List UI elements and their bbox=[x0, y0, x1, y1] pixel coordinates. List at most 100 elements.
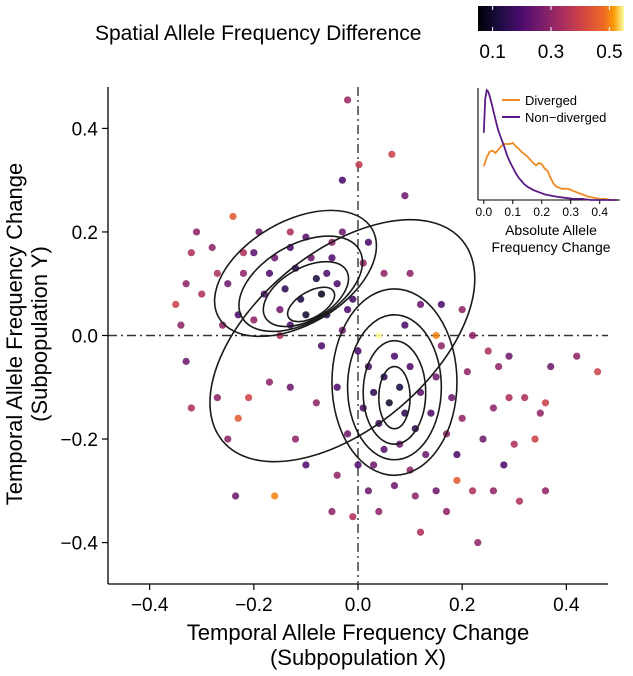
y-axis-title-line1: Temporal Allele Frequency Change bbox=[2, 163, 27, 505]
scatter-point bbox=[333, 280, 341, 288]
scatter-point bbox=[510, 440, 518, 448]
scatter-point bbox=[302, 311, 310, 319]
scatter-point bbox=[187, 249, 195, 257]
density-contour bbox=[286, 286, 336, 323]
scatter-point bbox=[239, 269, 248, 277]
scatter-point bbox=[349, 295, 357, 303]
scatter-point bbox=[453, 476, 461, 485]
scatter-point bbox=[192, 228, 201, 236]
scatter-point bbox=[370, 461, 378, 469]
scatter-point bbox=[437, 342, 445, 350]
scatter-point bbox=[495, 362, 503, 371]
scatter-point bbox=[370, 388, 378, 397]
scatter-point bbox=[224, 435, 232, 443]
scatter-point bbox=[505, 394, 513, 402]
scatter-point bbox=[234, 414, 242, 422]
scatter-point bbox=[442, 507, 451, 516]
scatter-point bbox=[401, 321, 409, 329]
scatter-point bbox=[364, 238, 373, 246]
inset-x-title-line1: Absolute Allele bbox=[505, 222, 597, 238]
scatter-point bbox=[276, 306, 284, 314]
scatter-point bbox=[239, 249, 248, 257]
scatter-point bbox=[390, 352, 399, 360]
scatter-point bbox=[343, 96, 352, 104]
density-contour bbox=[362, 339, 427, 446]
scatter-point bbox=[286, 383, 294, 391]
scatter-point bbox=[271, 492, 279, 500]
scatter-point bbox=[302, 461, 310, 469]
scatter-point bbox=[323, 269, 331, 277]
scatter-point bbox=[422, 450, 430, 459]
y-tick-label: 0.4 bbox=[72, 119, 99, 140]
scatter-point bbox=[312, 399, 320, 407]
scatter-panel: −0.4 −0.2 0.0 0.2 0.4 −0.4 −0.2 0.0 0.2 0.4 bbox=[60, 87, 608, 616]
inset-x-tick-label: 0.0 bbox=[475, 205, 492, 219]
colorbar-tick-label: 0.3 bbox=[538, 42, 564, 63]
scatter-point bbox=[224, 280, 232, 288]
scatter-point bbox=[437, 300, 445, 309]
scatter-point bbox=[333, 383, 341, 391]
scatter-point bbox=[232, 492, 240, 500]
scatter-point bbox=[479, 435, 487, 443]
x-tick-label: −0.4 bbox=[131, 595, 169, 616]
scatter-point bbox=[265, 378, 274, 386]
scatter-point bbox=[172, 300, 180, 309]
scatter-point bbox=[354, 461, 362, 469]
scatter-point bbox=[500, 461, 508, 469]
scatter-point bbox=[245, 394, 253, 402]
scatter-point bbox=[536, 409, 544, 417]
density-contour bbox=[238, 235, 364, 333]
inset-line-diverged bbox=[482, 141, 618, 201]
scatter-point bbox=[338, 228, 346, 236]
scatter-point bbox=[355, 161, 363, 169]
scatter-point bbox=[531, 435, 539, 443]
scatter-point bbox=[463, 368, 471, 376]
scatter-point bbox=[354, 347, 362, 355]
scatter-point bbox=[349, 513, 357, 521]
scatter-point bbox=[333, 471, 341, 479]
y-tick-label: 0.0 bbox=[72, 327, 98, 348]
inset-x-tick-label: 0.4 bbox=[591, 205, 608, 219]
scatter-point bbox=[250, 316, 258, 324]
scatter-point bbox=[286, 228, 294, 236]
scatter-point bbox=[489, 487, 498, 495]
x-tick-label: −0.2 bbox=[235, 595, 273, 616]
scatter-point bbox=[489, 404, 498, 412]
scatter-point bbox=[328, 254, 336, 262]
scatter-point bbox=[396, 383, 404, 391]
scatter-point bbox=[317, 290, 326, 298]
inset-line-non-diverged bbox=[482, 88, 618, 201]
scatter-point bbox=[380, 269, 388, 277]
scatter-point bbox=[432, 487, 440, 495]
scatter-point bbox=[453, 450, 461, 459]
scatter-point bbox=[213, 269, 221, 277]
scatter-point bbox=[547, 362, 555, 371]
scatter-point bbox=[593, 368, 602, 376]
scatter-point bbox=[388, 150, 396, 158]
inset-x-title-line2: Frequency Change bbox=[491, 239, 610, 255]
scatter-point bbox=[385, 399, 393, 407]
scatter-point bbox=[364, 487, 373, 495]
scatter-point bbox=[390, 482, 399, 490]
scatter-point bbox=[416, 528, 425, 536]
scatter-point bbox=[541, 487, 550, 495]
scatter-point bbox=[521, 394, 529, 402]
scatter-point bbox=[573, 352, 581, 360]
scatter-point bbox=[375, 331, 383, 340]
scatter-point bbox=[187, 404, 195, 412]
scatter-point bbox=[286, 321, 294, 329]
scatter-point bbox=[515, 497, 524, 505]
scatter-point bbox=[343, 306, 352, 314]
x-axis-title-line1: Temporal Allele Frequency Change bbox=[187, 620, 529, 645]
scatter-point bbox=[338, 176, 346, 184]
x-axis-title-line2: (Subpopulation X) bbox=[270, 645, 446, 670]
scatter-point bbox=[328, 507, 336, 516]
colorbar-tick-label: 0.5 bbox=[596, 42, 622, 63]
y-tick-label: −0.4 bbox=[60, 534, 98, 555]
scatter-point bbox=[198, 290, 206, 298]
colorbar bbox=[478, 6, 624, 31]
scatter-point bbox=[505, 352, 513, 360]
scatter-point bbox=[468, 487, 477, 495]
